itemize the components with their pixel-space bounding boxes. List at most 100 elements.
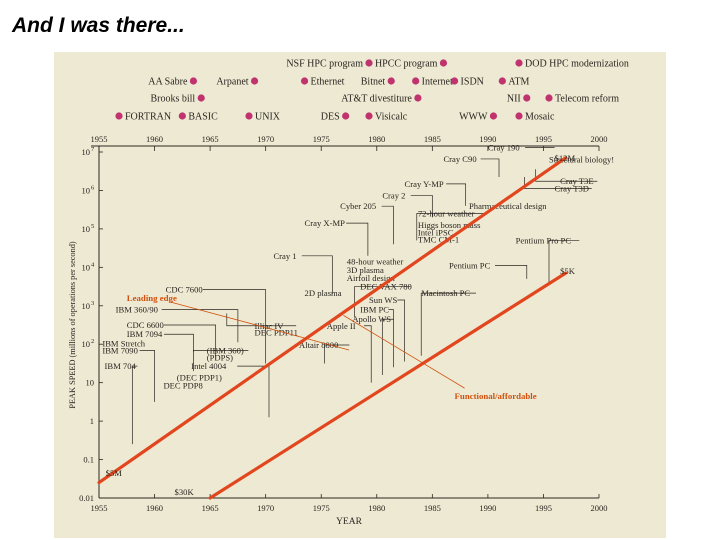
y-axis-label: PEAK SPEED (millions of operations per s… <box>68 241 77 409</box>
event-dot <box>178 112 186 120</box>
machine-leader-line <box>397 299 405 362</box>
machine-leader-line <box>131 365 138 445</box>
x-tick-label: 1955 <box>91 503 108 513</box>
machine-label: 48-hour weather <box>347 257 404 267</box>
event-label: Bitnet <box>361 77 386 88</box>
y-tick-label: 1 <box>90 416 94 426</box>
machine-label: CDC 6600 <box>127 320 164 330</box>
annotation-label: Functional/affordable <box>455 391 537 401</box>
x-tick-label: 1985 <box>424 503 441 513</box>
machine-leader-line <box>548 240 580 283</box>
top-tick-label: 1975 <box>313 134 330 144</box>
event-label: DOD HPC modernization <box>525 59 629 70</box>
machine-label: CDC 7600 <box>166 285 203 295</box>
event-label: Mosaic <box>525 112 555 123</box>
machine-leader-line <box>363 325 372 383</box>
machine-leader-line <box>301 255 333 295</box>
event-dot <box>450 77 459 85</box>
event-dot <box>342 112 350 120</box>
machine-label: IBM 7090 <box>102 345 138 355</box>
event-dot <box>414 94 422 102</box>
event-dot <box>489 112 498 120</box>
machine-leader-line <box>381 205 394 245</box>
top-tick-label: 1995 <box>535 134 552 144</box>
machine-leader-line <box>416 213 486 241</box>
x-tick-label: 1995 <box>535 503 552 513</box>
event-dot <box>300 77 309 85</box>
top-tick-label: 2000 <box>591 134 608 144</box>
annotation-pointer <box>343 315 465 389</box>
machine-leader-line <box>410 195 433 218</box>
event-label: AT&T divestiture <box>341 94 412 105</box>
x-tick-label: 1970 <box>257 503 274 513</box>
machine-label: 3D plasma <box>347 265 384 275</box>
machine-leader-line <box>354 286 411 318</box>
event-dot <box>365 59 373 67</box>
event-dot <box>515 59 523 67</box>
machine-leader-line <box>495 265 528 279</box>
event-label: Ethernet <box>311 77 345 88</box>
slide-title: And I was there... <box>12 14 185 37</box>
event-label: BASIC <box>188 112 218 123</box>
event-dot <box>250 77 259 85</box>
event-dot <box>545 94 553 102</box>
machine-leader-line <box>381 318 394 375</box>
machine-label: Cyber 205 <box>340 201 376 211</box>
machine-label: Apollo WS <box>352 314 391 324</box>
event-label: Visicalc <box>375 112 408 123</box>
x-tick-label: 2000 <box>591 503 608 513</box>
machine-label: Airfoil design <box>347 273 396 283</box>
top-tick-label: 1965 <box>202 134 219 144</box>
machine-label: IBM PC <box>360 305 389 315</box>
machine-label: DEC PDP11 <box>255 328 298 338</box>
top-tick-label: 1970 <box>257 134 274 144</box>
event-dot <box>412 77 420 85</box>
event-dot <box>189 77 198 85</box>
machine-leader-line <box>388 309 394 368</box>
machine-label: 2D plasma <box>305 288 342 298</box>
x-axis-label: YEAR <box>336 517 363 527</box>
y-tick-exponent: 6 <box>91 184 95 191</box>
event-dot <box>197 94 205 102</box>
machine-leader-line <box>202 289 267 364</box>
machine-label: Cray Y-MP <box>405 179 444 189</box>
event-label: WWW <box>459 112 488 123</box>
event-label: Brooks bill <box>150 94 195 105</box>
x-tick-label: 1990 <box>479 503 496 513</box>
top-tick-label: 1980 <box>368 134 385 144</box>
price-label: $5K <box>560 266 576 276</box>
top-tick-label: 1955 <box>91 134 108 144</box>
event-label: AA Sabre <box>148 77 188 88</box>
event-label: Internet <box>422 77 453 88</box>
series-line <box>208 271 568 500</box>
event-label: NSF HPC program <box>286 59 363 70</box>
machine-label: Structural biology! <box>549 155 614 165</box>
price-label: $12M <box>555 153 576 163</box>
y-tick-label: 0.01 <box>79 493 94 503</box>
machine-label: Cray 1 <box>273 251 296 261</box>
event-dot <box>365 112 373 120</box>
machine-label: (PDPS) <box>207 352 233 362</box>
y-tick-exponent: 2 <box>91 338 94 345</box>
event-label: UNIX <box>255 112 281 123</box>
y-tick-label: 0.1 <box>83 455 94 465</box>
event-dot <box>523 94 531 102</box>
event-dot <box>115 112 123 120</box>
event-dot <box>498 77 506 85</box>
machine-leader-line <box>226 313 297 327</box>
y-tick-exponent: 7 <box>91 146 95 153</box>
machine-label: Pentium Pro PC <box>516 235 572 245</box>
machine-leader-line <box>163 333 194 372</box>
machine-label: IBM 704 <box>105 361 137 371</box>
machine-leader-line <box>139 350 155 402</box>
y-tick-label: 10 <box>82 339 91 349</box>
machine-label: (DEC PDP1) <box>177 373 222 383</box>
event-label: Telecom reform <box>555 94 619 105</box>
annotation-label: Leading edge <box>127 293 177 303</box>
machine-leader-line <box>446 183 467 206</box>
y-tick-label: 10 <box>82 224 91 234</box>
event-label: NII <box>507 94 521 105</box>
event-dot <box>439 59 448 67</box>
y-tick-label: 10 <box>86 378 95 388</box>
y-tick-label: 10 <box>82 185 91 195</box>
